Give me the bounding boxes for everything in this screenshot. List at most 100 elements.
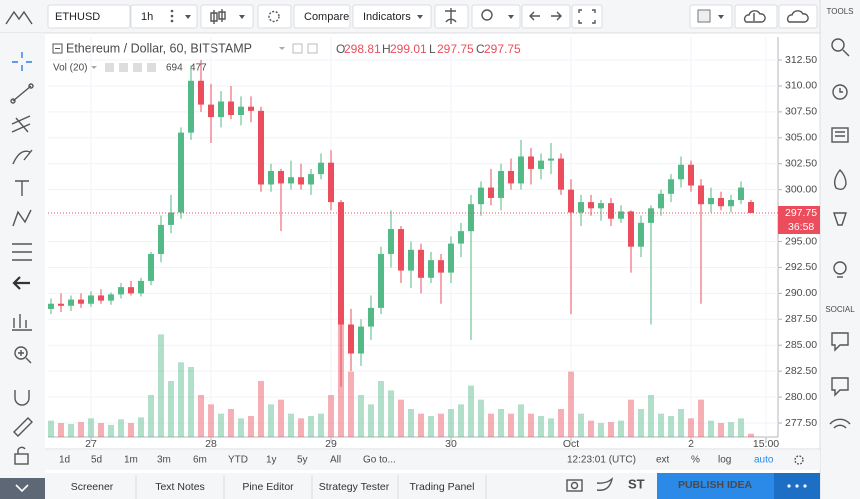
- indicators-button[interactable]: [352, 4, 432, 29]
- symbol: ETHUSD: [55, 11, 100, 23]
- candle-body: [218, 101, 224, 118]
- stocktwits[interactable]: ST: [628, 476, 645, 491]
- x-tick-label: 27: [85, 438, 97, 450]
- y-tick-label: 282.50: [785, 365, 817, 377]
- sidebar-icons: [829, 38, 851, 429]
- volume-bar: [448, 409, 454, 437]
- logo: [5, 10, 33, 25]
- tab[interactable]: Pine Editor: [242, 481, 294, 493]
- volume-bar: [368, 404, 374, 437]
- candle-body: [368, 307, 374, 327]
- ohlc-value: 298.81: [344, 42, 381, 56]
- candle-body: [458, 231, 464, 244]
- range-button[interactable]: 3m: [157, 455, 171, 466]
- volume-label: Vol (20): [53, 63, 87, 74]
- candle-body: [208, 104, 214, 118]
- fullscreen-button[interactable]: [571, 4, 603, 29]
- volume-bar: [478, 399, 484, 437]
- candle-body: [358, 326, 364, 354]
- scale-option[interactable]: ext: [656, 455, 670, 466]
- tab[interactable]: Screener: [71, 481, 114, 493]
- range-button[interactable]: 5d: [91, 455, 102, 466]
- candle-body: [688, 164, 694, 186]
- candle-icon: [210, 9, 226, 24]
- candle-body: [418, 249, 424, 278]
- volume-bar: [458, 404, 464, 437]
- candle-body: [398, 229, 404, 271]
- range-button[interactable]: 6m: [193, 455, 207, 466]
- publish-label: PUBLISH IDEA: [678, 479, 753, 491]
- scale-option[interactable]: auto: [754, 455, 774, 466]
- volume-bar: [678, 409, 684, 437]
- tab[interactable]: Text Notes: [155, 481, 205, 493]
- candle-body: [378, 253, 384, 308]
- candle-body: [548, 158, 554, 161]
- y-tick-label: 290.00: [785, 287, 817, 299]
- undo-redo[interactable]: [521, 4, 571, 29]
- candle-body: [558, 158, 564, 190]
- volume-bar: [158, 334, 164, 437]
- volume-bar: [558, 409, 564, 437]
- range-button[interactable]: Go to...: [363, 455, 396, 466]
- volume-bar: [248, 416, 254, 437]
- volume-bar: [68, 423, 74, 437]
- volume-bar: [628, 399, 634, 437]
- y-tick-label: 300.00: [785, 183, 817, 195]
- social-label: SOCIAL: [825, 305, 855, 314]
- settings-button[interactable]: [257, 4, 292, 29]
- candle-body: [318, 162, 324, 175]
- save-button[interactable]: [778, 4, 818, 29]
- tab[interactable]: Trading Panel: [410, 481, 475, 493]
- scale-option[interactable]: log: [718, 455, 731, 466]
- undo-icon: [529, 11, 562, 21]
- volume-bar: [728, 422, 734, 437]
- candle-body: [98, 295, 104, 301]
- scale-options: ext% log auto: [656, 455, 774, 466]
- tab[interactable]: Strategy Tester: [319, 481, 390, 493]
- candle-body: [168, 212, 174, 225]
- load-button[interactable]: [734, 4, 778, 29]
- symbol-box[interactable]: [47, 4, 131, 29]
- interval-box[interactable]: [130, 4, 198, 29]
- scale-settings[interactable]: [794, 455, 804, 465]
- compare-button[interactable]: [293, 4, 351, 29]
- candle-body: [118, 287, 124, 295]
- collapse-legend[interactable]: [52, 43, 63, 54]
- range-button[interactable]: 1y: [266, 455, 277, 466]
- candle-body: [268, 170, 274, 185]
- ohlc-letter: C: [476, 42, 485, 56]
- volume-bar: [188, 367, 194, 437]
- y-tick-label: 277.50: [785, 417, 817, 429]
- candle-body: [708, 197, 714, 205]
- range-button[interactable]: All: [330, 455, 341, 466]
- range-button[interactable]: YTD: [228, 455, 248, 466]
- range-button[interactable]: 5y: [297, 455, 308, 466]
- volume-bar: [578, 413, 584, 437]
- ohlc-value: 297.75: [484, 42, 521, 56]
- candle-body: [388, 229, 394, 254]
- volume-bar: [748, 433, 754, 437]
- candle-body: [348, 324, 354, 354]
- ohlc-letter: H: [382, 42, 391, 56]
- volume-bar: [488, 413, 494, 437]
- volume-bar: [108, 424, 114, 437]
- volume-bar: [548, 418, 554, 437]
- volume-bar: [418, 413, 424, 437]
- candle-body: [128, 287, 134, 294]
- range-button[interactable]: 1m: [124, 455, 138, 466]
- countdown-badge: [778, 219, 820, 234]
- interval: 1h: [141, 11, 153, 23]
- publish-button[interactable]: [657, 473, 774, 499]
- range-button[interactable]: 1d: [59, 455, 70, 466]
- layout-button[interactable]: [689, 4, 733, 29]
- collapse-button[interactable]: [0, 478, 45, 499]
- chart-style[interactable]: [200, 4, 254, 29]
- x-tick-label: 29: [325, 438, 337, 450]
- volume-bar: [138, 417, 144, 437]
- candle-body: [728, 200, 734, 207]
- scale-option[interactable]: %: [691, 455, 700, 466]
- y-tick-label: 285.00: [785, 339, 817, 351]
- share-icons: [566, 477, 614, 492]
- volume-bar: [708, 420, 714, 437]
